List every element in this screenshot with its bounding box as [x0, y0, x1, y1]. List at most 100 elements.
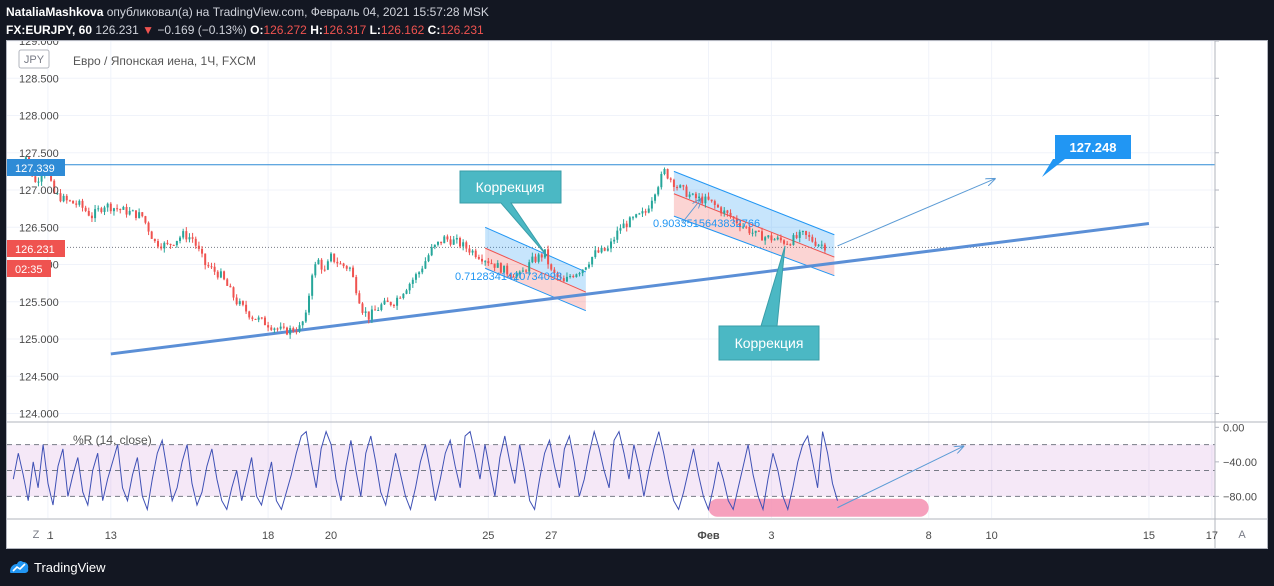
- candle-body: [304, 312, 307, 322]
- correction-callout-2[interactable]: Коррекция: [718, 245, 820, 361]
- candle-body: [628, 217, 631, 228]
- candle: [663, 167, 666, 176]
- candle-body: [487, 261, 490, 264]
- candle: [292, 326, 295, 333]
- candle-body: [735, 218, 738, 224]
- candle-body: [94, 209, 97, 219]
- candle-body: [820, 244, 823, 246]
- candle-body: [512, 276, 515, 278]
- candle: [436, 241, 439, 247]
- candle-body: [251, 317, 254, 319]
- candle-body: [355, 277, 358, 294]
- candle-body: [578, 273, 581, 275]
- candle-body: [474, 250, 477, 258]
- level-price-text: 127.339: [15, 163, 55, 175]
- candle: [65, 194, 68, 204]
- candle-body: [396, 297, 399, 306]
- candle: [707, 192, 710, 201]
- candle: [814, 237, 817, 247]
- candle: [490, 259, 493, 265]
- low-value: 126.162: [380, 23, 425, 37]
- candle: [518, 270, 521, 279]
- instrument-title: Евро / Японская иена, 1Ч, FXCM: [73, 54, 256, 68]
- candle: [339, 260, 342, 265]
- candle-body: [779, 237, 782, 241]
- candle: [421, 265, 424, 275]
- candle-body: [207, 265, 210, 267]
- candle: [345, 265, 348, 272]
- candle: [682, 184, 685, 191]
- candle: [75, 200, 78, 208]
- candle-body: [537, 254, 540, 262]
- candle: [578, 271, 581, 277]
- candle-body: [254, 318, 257, 320]
- candle-body: [440, 241, 443, 244]
- candle-body: [770, 235, 773, 241]
- candle: [197, 241, 200, 252]
- candle-body: [751, 232, 754, 234]
- candle-body: [68, 200, 71, 202]
- candle: [125, 203, 128, 218]
- candle-body: [427, 255, 430, 262]
- candle: [531, 252, 534, 264]
- auto-scale-button[interactable]: A: [1231, 525, 1253, 543]
- candle-body: [219, 271, 222, 278]
- candle: [657, 185, 660, 197]
- candle-body: [119, 209, 122, 211]
- candle-body: [411, 279, 414, 284]
- candle: [144, 215, 147, 225]
- zoom-reset-button[interactable]: Z: [25, 525, 47, 543]
- candle: [226, 277, 229, 286]
- candle: [525, 269, 528, 274]
- candle: [396, 295, 399, 310]
- candle: [440, 241, 443, 246]
- wr-series-line: [12, 429, 838, 512]
- symbol-label: FX:EURJPY, 60: [6, 23, 93, 37]
- candle-body: [468, 248, 471, 253]
- channel-upper-line: [673, 170, 835, 236]
- candle-body: [405, 290, 408, 294]
- chart-canvas[interactable]: 129.000 128.500 128.000 127.500 127.000 126.5…: [7, 36, 1267, 548]
- brand-name[interactable]: TradingView: [34, 560, 106, 575]
- tradingview-logo-icon: [10, 560, 29, 573]
- candle-body: [279, 326, 282, 329]
- countdown-text: 02:35: [15, 264, 43, 276]
- candle-body: [754, 230, 757, 233]
- candle-body: [270, 327, 273, 330]
- correction-callout-1[interactable]: Коррекция: [459, 170, 562, 257]
- candle-body: [213, 266, 216, 272]
- chart-container[interactable]: 129.000 128.500 128.000 127.500 127.000 126.5…: [6, 36, 1268, 549]
- time-axis[interactable]: 11 13 18 20 25 27 Фев 3 8 10 15 17: [42, 530, 1218, 542]
- candle-body: [311, 275, 314, 296]
- candle: [430, 244, 433, 257]
- candle: [62, 193, 65, 203]
- candle-body: [37, 181, 40, 183]
- candle-body: [657, 187, 660, 195]
- price-tick-label: 128.500: [19, 73, 59, 85]
- candle-body: [131, 210, 134, 212]
- target-callout[interactable]: 127.248: [1042, 135, 1131, 177]
- channel-mid-line: [484, 247, 587, 293]
- candle-body: [811, 236, 814, 242]
- author-name[interactable]: NataliaMashkova: [6, 5, 104, 19]
- support-trendline: [110, 222, 1150, 356]
- candle-body: [738, 223, 741, 228]
- candle-body: [103, 207, 106, 212]
- candle-body: [150, 231, 153, 239]
- candle-body: [525, 270, 528, 272]
- candle: [427, 253, 430, 263]
- candle: [386, 297, 389, 303]
- indicator-axis[interactable]: 0.00 −40.00 −80.00: [1215, 422, 1257, 503]
- candle: [783, 239, 786, 246]
- price-tick-label: 125.000: [19, 334, 59, 346]
- candle: [701, 193, 704, 205]
- zoom-icon: Z: [33, 529, 40, 541]
- candle: [776, 235, 779, 241]
- projection-arrow: [837, 179, 995, 247]
- candle: [251, 315, 254, 322]
- candle: [298, 322, 301, 333]
- candle-body: [345, 266, 348, 269]
- candle: [600, 245, 603, 254]
- candle: [591, 256, 594, 268]
- candle-body: [509, 274, 512, 277]
